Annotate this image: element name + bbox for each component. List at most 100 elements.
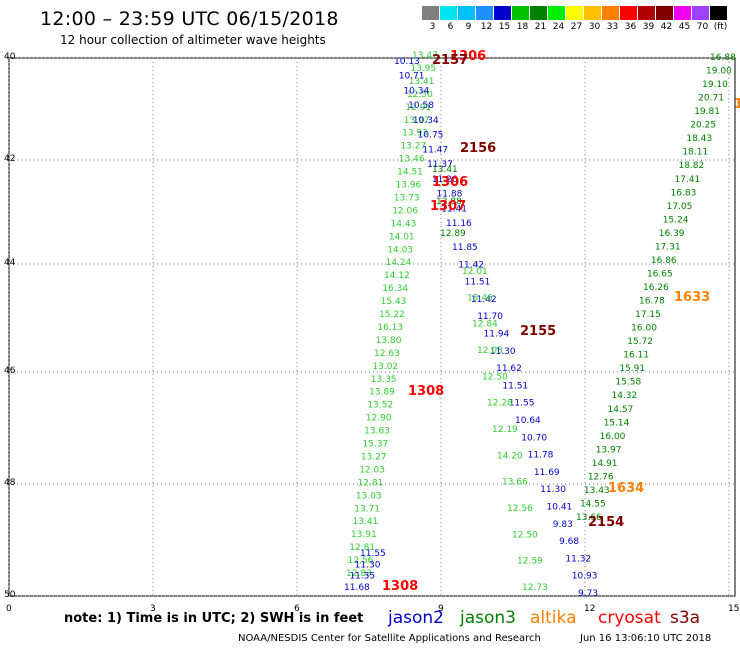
swh-value: 9.68 (559, 537, 579, 547)
x-tick-label: 0 (6, 604, 12, 614)
swh-value: 15.22 (379, 310, 405, 320)
swh-value: 16.13 (377, 323, 403, 333)
swh-value: 12.59 (517, 557, 543, 567)
swh-value: 13.95 (410, 64, 436, 74)
swh-value: 14.24 (386, 258, 412, 268)
swh-value: 12.81 (358, 478, 384, 488)
swh-value: 14.32 (611, 391, 637, 401)
swh-value: 15.72 (627, 337, 653, 347)
swh-value: 15.43 (381, 297, 407, 307)
swh-value: 20.25 (690, 121, 716, 131)
swh-value: 12.03 (359, 465, 385, 475)
swh-value: 13.27 (400, 142, 426, 152)
footnote: note: 1) Time is in UTC; 2) SWH is in fe… (64, 611, 364, 626)
swh-value: 10.34 (403, 86, 429, 96)
swh-value: 11.70 (477, 312, 503, 322)
scale-label: 15 (498, 22, 511, 32)
y-tick-label: 46 (4, 366, 16, 376)
swh-value: 12.03 (477, 346, 503, 356)
swh-value: 18.82 (678, 161, 704, 171)
scale-swatch (638, 6, 655, 20)
pass-time-label: 2156 (460, 141, 496, 156)
swh-value: 11.42 (458, 260, 484, 270)
legend-entry: altika (530, 608, 577, 628)
swh-value: 13.97 (404, 116, 430, 126)
legend-entry: cryosat (598, 608, 661, 628)
map-title: 12:00 – 23:59 UTC 06/15/2018 (40, 8, 339, 30)
scale-swatch (602, 6, 619, 20)
scale-swatch (710, 6, 727, 20)
swh-value: 11.30 (355, 560, 381, 570)
swh-value: 13.27 (361, 452, 387, 462)
scale-swatch (548, 6, 565, 20)
swh-value: 13.73 (394, 193, 420, 203)
swh-value: 12.01 (462, 267, 488, 277)
swh-value: 11.37 (427, 160, 453, 170)
swh-value: 10.41 (547, 503, 573, 513)
plot-frame (8, 57, 736, 597)
scale-label: 36 (624, 22, 637, 32)
y-tick-label: 40 (4, 52, 16, 62)
swh-value: 11.62 (496, 364, 522, 374)
x-tick-label: 9 (438, 604, 444, 614)
scale-swatch (494, 6, 511, 20)
swh-value: 13.91 (351, 530, 377, 540)
swh-value: 12.28 (487, 399, 513, 409)
swh-value: 16.78 (639, 297, 665, 307)
swh-value: 14.03 (387, 245, 413, 255)
swh-value: 16.65 (647, 269, 673, 279)
scale-swatch (620, 6, 637, 20)
swh-value: 15.58 (615, 378, 641, 388)
swh-value: 9.83 (553, 520, 573, 530)
scale-label: 6 (447, 22, 454, 32)
x-tick-label: 6 (294, 604, 300, 614)
swh-value: 11.32 (565, 554, 591, 564)
swh-value: 12.50 (512, 530, 538, 540)
swh-value: 16.11 (623, 351, 649, 361)
pass-time-label: 1 (734, 97, 740, 112)
swh-value: 11.51 (502, 381, 528, 391)
swh-value: 13.41 (409, 77, 435, 87)
swh-value: 16.83 (671, 188, 697, 198)
swh-value: 15.91 (619, 364, 645, 374)
swh-value: 9.73 (578, 589, 598, 599)
legend-entry: jason2 (388, 608, 444, 628)
swh-value: 12.50 (407, 90, 433, 100)
swh-value: 13.41 (432, 165, 458, 175)
scale-swatch (566, 6, 583, 20)
swh-value: 13.63 (364, 427, 390, 437)
swh-value: 16.39 (659, 229, 685, 239)
swh-value: 14.91 (592, 459, 618, 469)
scale-label: 12 (480, 22, 493, 32)
swh-value: 12.73 (522, 583, 548, 593)
legend-entry: jason3 (460, 608, 516, 628)
swh-value: 16.86 (651, 256, 677, 266)
swh-value: 11.42 (471, 295, 497, 305)
scale-swatch (674, 6, 691, 20)
swh-value: 15.37 (363, 440, 389, 450)
map-subtitle: 12 hour collection of altimeter wave hei… (60, 33, 326, 47)
swh-value: 13.43 (584, 486, 610, 496)
scale-label: 70 (696, 22, 709, 32)
swh-value: 18.11 (682, 148, 708, 158)
scale-swatch (584, 6, 601, 20)
generated-timestamp: Jun 16 13:06:10 UTC 2018 (580, 633, 712, 644)
swh-value: 12.63 (374, 349, 400, 359)
swh-value: 13.41 (353, 517, 379, 527)
swh-value: 14.01 (389, 232, 415, 242)
scale-label: 18 (516, 22, 529, 32)
swh-value: 10.70 (521, 433, 547, 443)
x-tick-label: 15 (728, 604, 740, 614)
swh-value: 13.80 (376, 336, 402, 346)
swh-value: 19.00 (706, 67, 732, 77)
pass-time-label: 1308 (382, 579, 418, 594)
swh-value: 13.47 (412, 51, 438, 61)
swh-value: 13.46 (467, 293, 493, 303)
swh-value: 11.26 (432, 175, 458, 185)
swh-value: 13.96 (396, 181, 422, 191)
scale-label: 21 (534, 22, 547, 32)
swh-value: 11.88 (437, 190, 463, 200)
pass-time-label: 2157 (432, 53, 468, 68)
scale-label: (ft) (713, 22, 728, 32)
swh-value: 11.78 (528, 451, 554, 461)
